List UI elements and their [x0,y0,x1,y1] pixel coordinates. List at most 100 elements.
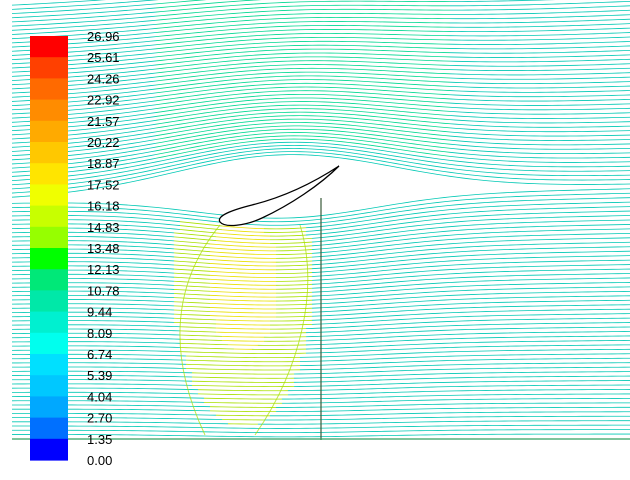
streamline [275,256,313,259]
streamline [11,15,157,27]
streamline [311,299,630,313]
streamline [221,340,265,342]
accelerated-flow-region [179,224,309,436]
streamline [215,232,271,237]
streamline [215,414,271,417]
colorbar-tick-label: 2.70 [87,411,112,426]
streamline [311,246,630,266]
colorbar-tick-label: 6.74 [87,347,112,362]
streamline [449,27,630,33]
colorbar-swatch [30,354,68,376]
streamline [449,119,630,124]
streamline [155,56,451,70]
colorbar-swatch [30,163,68,185]
streamline [173,268,211,272]
streamline [215,323,271,326]
streamline [209,255,277,259]
streamline [173,289,211,292]
streamline [275,272,313,275]
streamline [293,380,630,387]
streamline [209,247,277,252]
streamline [173,309,211,312]
streamline [275,279,313,282]
streamline [227,344,259,346]
colorbar-swatch [30,78,68,101]
streamline [155,64,451,78]
streamline [209,307,276,310]
streamline [11,7,157,19]
streamline [449,45,630,50]
streamline [311,224,630,247]
streamline [155,44,451,58]
streamline [293,366,630,375]
streamline [449,98,630,102]
streamline [209,270,276,275]
streamline [155,97,451,113]
streamline [449,58,630,63]
colorbar-tick-label: 5.39 [87,368,112,383]
streamline [275,311,313,314]
airfoil-outline [218,165,340,227]
streamline [173,248,211,253]
streamline [155,79,451,94]
streamline [155,75,451,90]
streamline [449,0,556,2]
streamline [275,315,313,318]
streamline [449,32,630,37]
streamline [155,71,451,86]
streamline [179,225,223,231]
streamline [155,40,451,54]
colorbar-swatch [30,120,68,143]
streamline [299,362,630,371]
streamline [155,33,451,46]
streamline [155,118,451,137]
streamline [209,251,277,256]
colorbar-tick-label: 17.52 [87,177,120,192]
streamline [173,293,211,296]
streamline [173,232,217,238]
streamline [11,23,157,35]
streamline [449,9,630,15]
streamline [449,102,630,106]
streamline [179,347,235,350]
streamline [155,4,450,17]
streamline [305,326,630,338]
colorbar-tick-label: 1.35 [87,432,112,447]
colorbar-tick-label: 24.26 [87,71,120,86]
streamline [311,255,630,273]
streamline [299,348,630,358]
streamline [155,138,451,159]
streamline [449,41,630,45]
streamline [173,284,211,288]
streamline [305,344,630,354]
streamline [275,287,313,290]
streamline [155,17,451,29]
streamline [191,372,295,375]
colorbar-swatch [30,226,68,249]
colorbar-swatch [30,375,68,397]
streamline [311,237,630,258]
streamline [311,304,630,317]
colorbar-tick-label: 9.44 [87,305,112,320]
streamline [449,123,630,128]
streamline [305,322,630,334]
streamline [449,81,630,85]
streamline [449,36,630,41]
streamline [449,14,630,20]
streamline [179,351,307,354]
streamline [449,155,630,163]
colorbar-tick-label: 13.48 [87,241,120,256]
streamline [299,353,630,362]
streamline [155,60,451,74]
streamline [179,338,223,341]
streamline [311,286,630,301]
streamline [179,229,217,234]
colorbar-swatch [30,184,68,207]
streamline [155,82,451,98]
streamline [155,0,262,9]
streamline [311,241,630,262]
streamline [215,331,271,334]
colorbar-swatch [30,36,68,58]
streamline [275,264,313,267]
streamline [311,290,630,305]
